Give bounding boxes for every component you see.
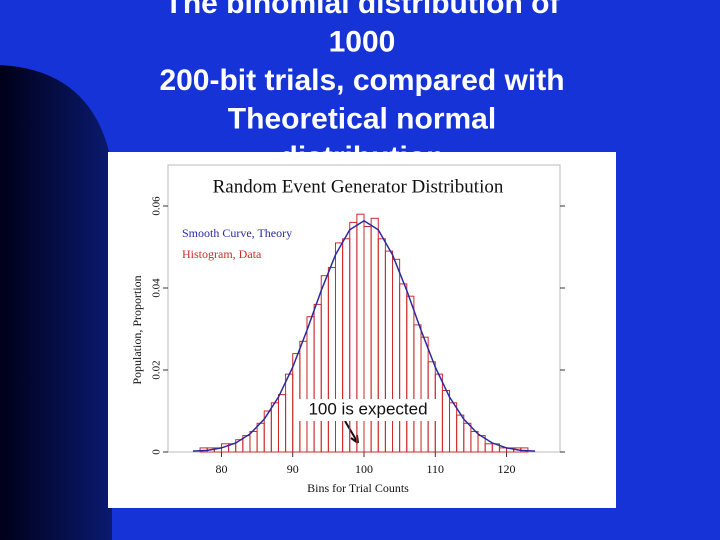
annotation: 100 is expected bbox=[308, 399, 427, 418]
slide-title-line: 1000 bbox=[329, 25, 396, 58]
legend-entry: Histogram, Data bbox=[182, 247, 262, 261]
slide-title-line: Theoretical normal bbox=[228, 102, 496, 135]
chart-title: Random Event Generator Distribution bbox=[213, 176, 504, 197]
slide-title-line: The binomial distribution of bbox=[165, 0, 561, 20]
x-axis-label: Bins for Trial Counts bbox=[307, 481, 409, 495]
chart-panel bbox=[108, 152, 616, 508]
legend-entry: Smooth Curve, Theory bbox=[182, 226, 292, 240]
slide-title-line: 200-bit trials, compared with bbox=[159, 64, 564, 97]
x-tick-label: 90 bbox=[287, 462, 299, 476]
x-tick-label: 110 bbox=[426, 462, 444, 476]
y-tick-label: 0.06 bbox=[151, 196, 163, 216]
theory-curve bbox=[192, 219, 536, 452]
x-tick-label: 120 bbox=[498, 462, 516, 476]
y-tick-label: 0.02 bbox=[151, 360, 163, 379]
x-tick-label: 100 bbox=[355, 462, 373, 476]
y-tick-label: 0.04 bbox=[151, 278, 163, 298]
annotation-bg bbox=[298, 399, 438, 421]
y-axis-label: Population, Proportion bbox=[130, 275, 144, 384]
swoosh bbox=[0, 65, 112, 540]
x-tick-label: 80 bbox=[215, 462, 227, 476]
slide-title-group: The binomial distribution of 1000 200-bit … bbox=[159, 0, 564, 174]
y-tick-label: 0 bbox=[151, 449, 163, 455]
